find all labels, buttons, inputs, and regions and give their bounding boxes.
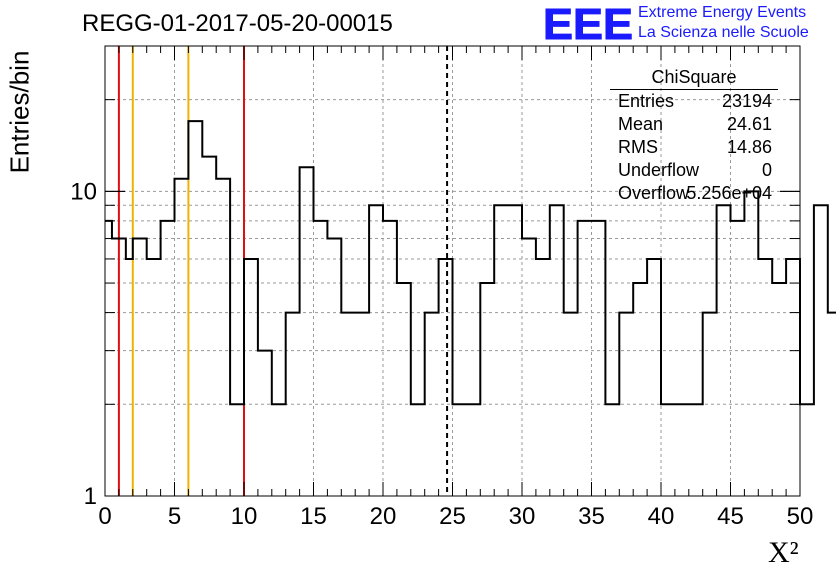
y-tick-label: 1: [84, 483, 97, 510]
x-tick-label: 0: [98, 503, 111, 530]
stats-key: Underflow: [618, 160, 700, 180]
stats-value: 23194: [721, 91, 772, 111]
x-tick-label: 40: [648, 503, 675, 530]
stats-title: ChiSquare: [610, 64, 778, 90]
histogram-outline: [105, 120, 836, 406]
chart-title: REGG-01-2017-05-20-00015: [82, 10, 393, 37]
stats-value: 0: [761, 160, 772, 180]
x-tick-label: 10: [231, 503, 258, 530]
stats-value: 5.256e+04: [686, 183, 772, 203]
stats-row-entries: Entries 23194: [610, 90, 778, 113]
stats-row-mean: Mean 24.61: [610, 113, 778, 136]
stats-key: RMS: [618, 137, 658, 157]
stats-value: 14.86: [726, 137, 772, 157]
x-axis-label: X²: [768, 536, 799, 569]
stats-row-overflow: Overflow 5.256e+04: [610, 182, 778, 205]
x-tick-label: 35: [578, 503, 605, 530]
stats-row-underflow: Underflow 0: [610, 159, 778, 182]
y-axis-label: Entries/bin: [4, 50, 35, 174]
x-tick-label: 15: [300, 503, 327, 530]
logo-text: EEE: [543, 4, 633, 42]
logo-tagline-2: La Scienza nelle Scuole: [638, 24, 809, 41]
eee-logo: EEE: [543, 4, 633, 42]
stats-key: Overflow: [618, 183, 690, 203]
x-tick-label: 45: [717, 503, 744, 530]
stats-row-rms: RMS 14.86: [610, 136, 778, 159]
y-tick-label: 10: [70, 178, 97, 205]
stats-key: Mean: [618, 114, 664, 134]
x-tick-label: 5: [168, 503, 181, 530]
stats-key: Entries: [618, 91, 675, 111]
stats-box: ChiSquare Entries 23194 Mean 24.61 RMS 1…: [610, 64, 778, 205]
x-tick-label: 25: [439, 503, 466, 530]
logo-tagline-1: Extreme Energy Events: [638, 4, 807, 21]
x-tick-label: 30: [509, 503, 536, 530]
x-tick-label: 20: [370, 503, 397, 530]
x-tick-label: 50: [787, 503, 814, 530]
stats-value: 24.61: [726, 114, 772, 134]
